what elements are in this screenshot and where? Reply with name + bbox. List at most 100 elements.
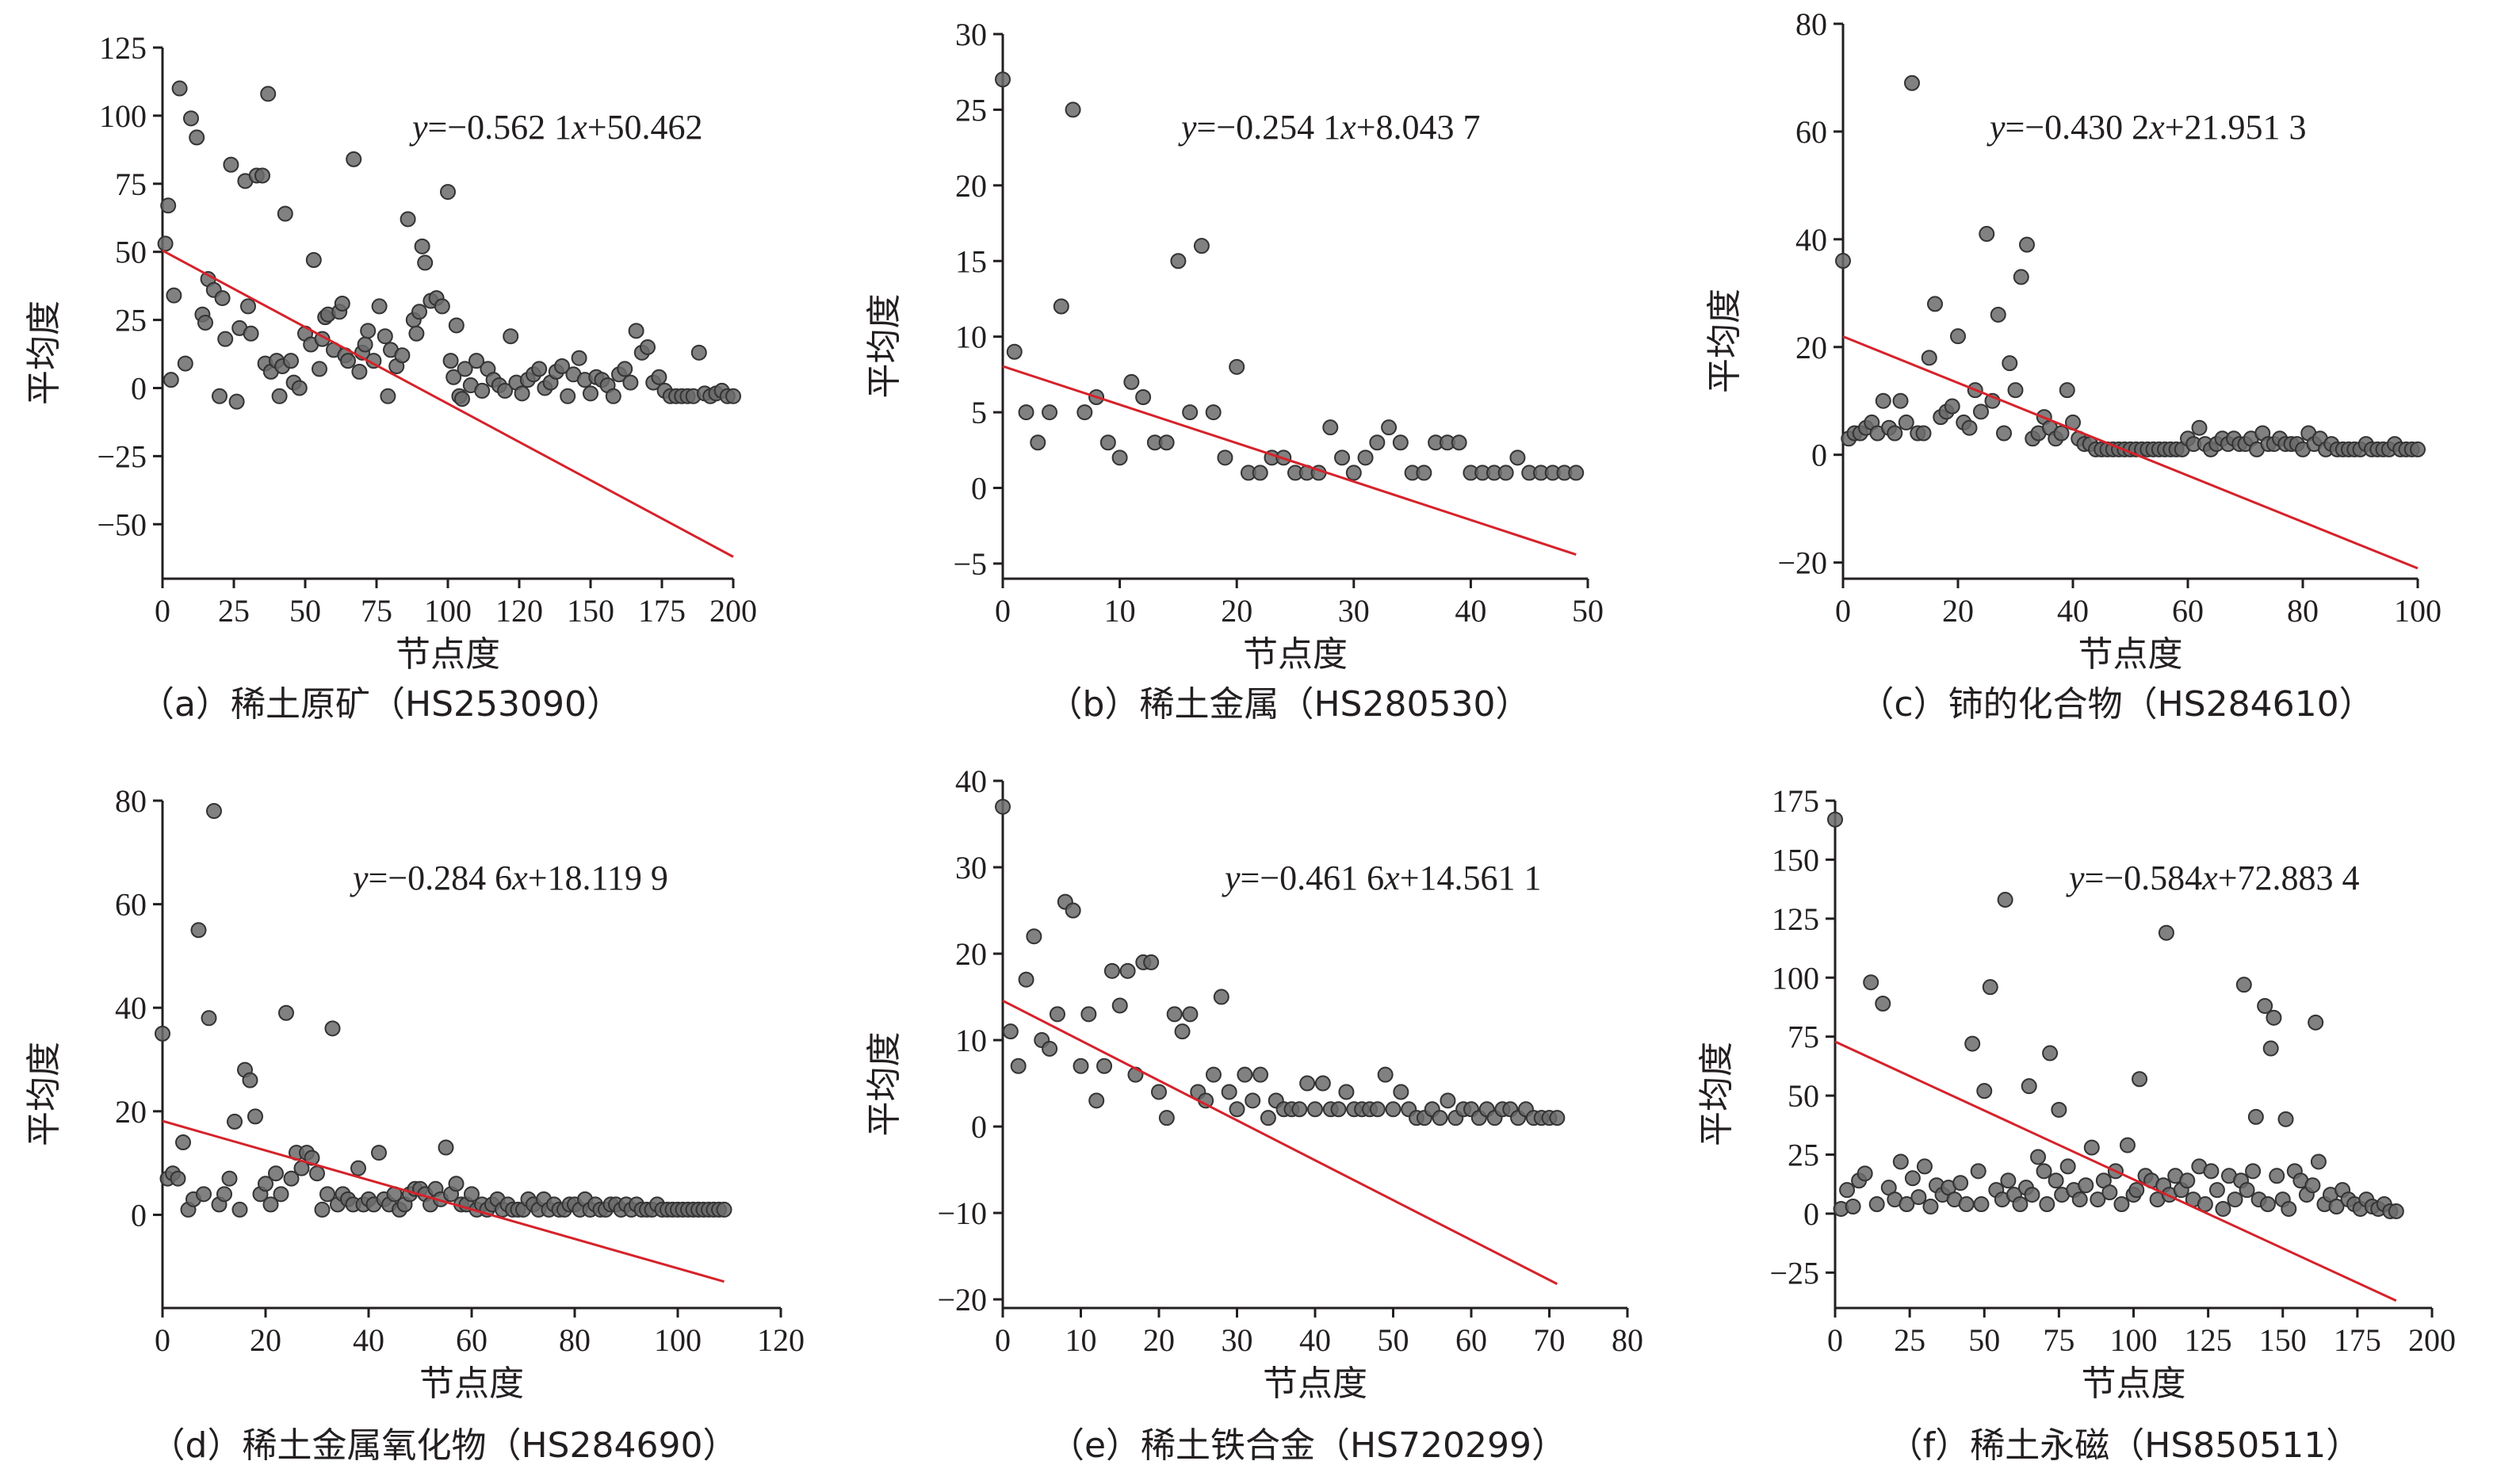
y-tick-label: −25 xyxy=(97,438,147,474)
panel-d: 0 20 40 60 80 100 120 0 20 40 60 80 节点度 平均度 y=−0.284 6… xyxy=(24,783,805,1404)
data-point xyxy=(2053,425,2070,442)
data-point xyxy=(1158,1110,1175,1126)
data-point xyxy=(2000,1172,2017,1189)
data-point xyxy=(278,1004,294,1021)
data-point xyxy=(2101,1184,2118,1201)
data-point xyxy=(160,197,177,214)
data-point xyxy=(1549,1110,1566,1126)
y-tick-label: −20 xyxy=(1777,545,1827,581)
regression-line xyxy=(1002,999,1558,1285)
data-point xyxy=(334,295,350,312)
data-point xyxy=(448,317,465,334)
regression-equation: y=−0.430 2x+21.951 3 xyxy=(1987,108,2307,147)
data-point xyxy=(201,1010,217,1027)
y-tick-label: 5 xyxy=(971,395,987,430)
data-point xyxy=(1856,1165,1873,1182)
y-tick-label: 15 xyxy=(955,243,987,279)
data-point xyxy=(1887,425,1903,442)
data-point xyxy=(2227,1191,2243,1208)
y-tick-label: 30 xyxy=(955,17,987,52)
data-point xyxy=(212,388,228,404)
data-point xyxy=(360,323,377,339)
y-axis-title: 平均度 xyxy=(1696,1042,1737,1146)
data-point xyxy=(1927,296,1943,312)
data-point xyxy=(247,1108,263,1125)
x-tick-label: 100 xyxy=(424,593,472,629)
data-point xyxy=(1338,1084,1355,1100)
data-point xyxy=(171,80,188,97)
data-point xyxy=(414,238,430,254)
data-point xyxy=(175,1134,191,1151)
data-point xyxy=(2071,1191,2088,1208)
regression-equation: y=−0.461 6x+14.561 1 xyxy=(1222,859,1542,897)
data-point xyxy=(1174,1023,1191,1040)
data-point xyxy=(1229,358,1245,375)
regression-equation: y=−0.284 6x+18.119 9 xyxy=(350,859,668,897)
data-point xyxy=(2179,1172,2196,1189)
data-point xyxy=(2257,997,2273,1014)
data-point xyxy=(503,328,519,345)
x-tick-label: 120 xyxy=(757,1322,805,1358)
y-tick-label: −10 xyxy=(937,1195,987,1231)
data-point xyxy=(155,1025,170,1042)
data-point xyxy=(640,338,656,355)
x-axis-title: 节点度 xyxy=(419,1364,524,1404)
data-point xyxy=(417,254,434,271)
data-point xyxy=(1213,989,1229,1005)
x-tick-label: 30 xyxy=(1338,593,1370,629)
y-tick-label: 10 xyxy=(955,319,987,355)
data-point xyxy=(1010,1058,1027,1074)
x-tick-label: 50 xyxy=(289,593,321,629)
data-point xyxy=(1973,1196,1990,1213)
data-point xyxy=(1229,1101,1245,1118)
data-point xyxy=(2215,1200,2231,1217)
x-tick-label: 0 xyxy=(995,1322,1011,1358)
y-tick-label: 80 xyxy=(115,783,147,819)
data-point xyxy=(2113,1196,2130,1213)
data-point xyxy=(312,361,327,377)
y-tick-label: 80 xyxy=(1795,6,1827,42)
data-point xyxy=(716,1201,732,1218)
data-point xyxy=(2007,382,2024,399)
data-point xyxy=(2013,269,2029,285)
data-point xyxy=(1997,892,2013,908)
panel-caption-c: （c）铈的化合物（HS284610） xyxy=(1859,684,2374,725)
data-point xyxy=(1237,1066,1253,1083)
data-point xyxy=(2410,441,2426,457)
data-point xyxy=(995,71,1011,88)
regression-line xyxy=(1834,1040,2397,1302)
x-axis-title: 节点度 xyxy=(1263,1364,1367,1404)
data-point xyxy=(346,151,362,167)
y-tick-label: 40 xyxy=(1795,222,1827,258)
data-point xyxy=(304,1149,320,1166)
y-tick-label: 20 xyxy=(1795,330,1827,365)
data-point xyxy=(206,803,222,820)
data-point xyxy=(258,1176,273,1192)
data-point xyxy=(1509,449,1526,466)
data-point xyxy=(2259,1196,2276,1213)
x-axis-title: 节点度 xyxy=(2078,634,2183,675)
x-tick-label: 0 xyxy=(155,593,170,629)
x-tick-label: 20 xyxy=(1221,593,1252,629)
data-point xyxy=(2310,1153,2327,1170)
y-axis-title: 平均度 xyxy=(24,300,64,405)
data-point xyxy=(1432,1110,1448,1126)
data-point xyxy=(183,110,199,127)
x-tick-label: 150 xyxy=(567,593,614,629)
data-point xyxy=(1119,962,1136,979)
data-point xyxy=(1314,1075,1331,1092)
data-point xyxy=(221,1170,238,1187)
x-tick-label: 25 xyxy=(218,593,250,629)
data-point xyxy=(1143,954,1160,970)
data-point xyxy=(583,385,598,402)
x-tick-label: 0 xyxy=(995,593,1011,629)
data-point xyxy=(1910,1189,1927,1206)
y-tick-label: 0 xyxy=(971,471,987,507)
data-point xyxy=(1952,1175,1969,1191)
data-point xyxy=(283,353,299,369)
data-point xyxy=(371,1145,387,1161)
data-point xyxy=(1904,75,1920,91)
y-tick-label: 0 xyxy=(131,1197,147,1233)
data-point xyxy=(1392,434,1409,451)
data-point xyxy=(2030,1149,2047,1165)
